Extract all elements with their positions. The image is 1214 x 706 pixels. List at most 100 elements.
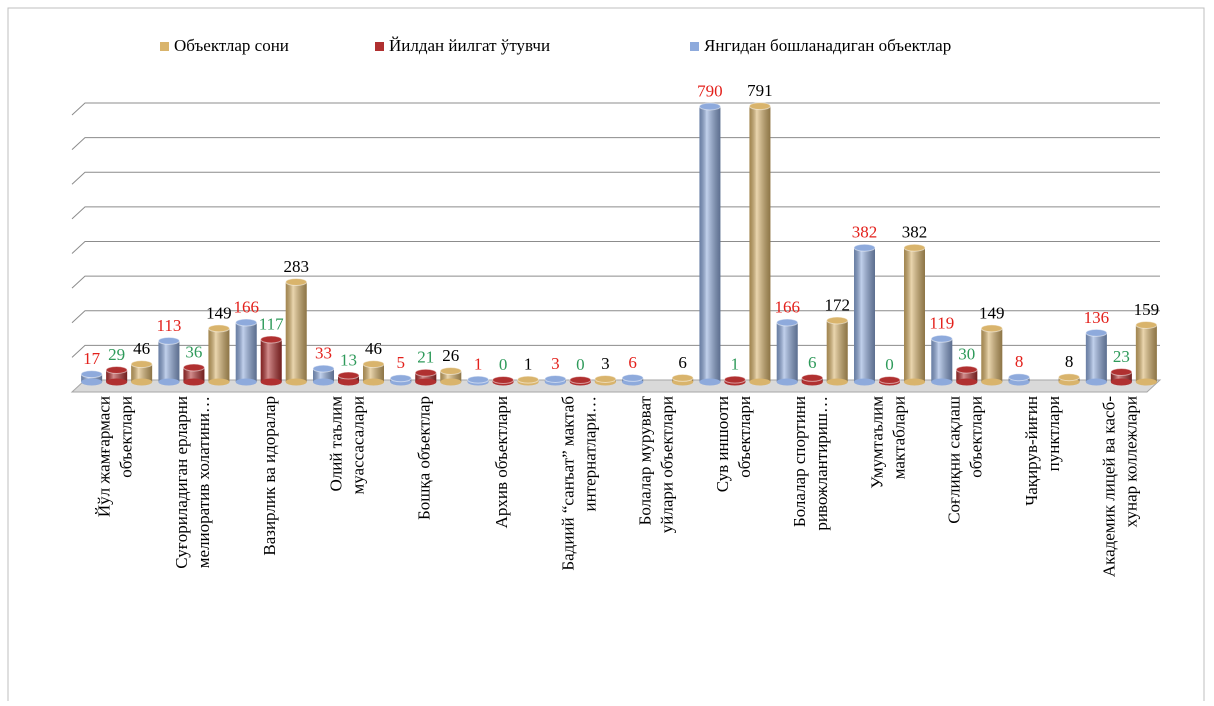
bar-top — [414, 368, 437, 377]
x-tick-label: объектлари — [735, 396, 754, 478]
bar-top — [569, 376, 592, 384]
bar-base — [415, 378, 437, 386]
x-tick-label: Йўл жамғармаси — [95, 396, 114, 517]
bar-top — [260, 335, 283, 344]
value-label: 791 — [747, 81, 773, 100]
bar-top — [467, 375, 490, 384]
bar-top — [492, 376, 515, 384]
bar-shade — [981, 328, 1003, 382]
bar-top — [671, 373, 694, 382]
x-tick-label: Вазирлик ва идоралар — [260, 396, 279, 556]
bar-base — [826, 378, 848, 386]
bar-top — [748, 102, 771, 111]
value-label: 166 — [774, 297, 800, 316]
value-label: 1 — [474, 355, 483, 374]
value-label: 382 — [852, 223, 878, 242]
value-label: 3 — [551, 354, 560, 373]
legend-swatch — [160, 42, 169, 51]
bar-top — [312, 364, 335, 373]
x-tick-label: объектлари — [967, 396, 986, 478]
bar-top — [207, 324, 230, 333]
bar-top — [544, 374, 567, 383]
grid-line — [71, 137, 1160, 150]
bar-top — [1058, 373, 1081, 382]
bar-base — [183, 378, 205, 386]
bar-top — [1135, 320, 1158, 329]
bar-base — [131, 378, 153, 386]
bar-base — [699, 378, 721, 386]
bar-top — [285, 278, 308, 287]
bar-shade — [904, 247, 925, 382]
value-label: 136 — [1084, 308, 1110, 327]
bar-top — [337, 371, 360, 380]
value-label: 382 — [902, 223, 928, 242]
bar-shade — [931, 338, 953, 382]
value-label: 23 — [1113, 347, 1130, 366]
bar-base — [208, 378, 230, 386]
grid-line — [71, 206, 1160, 220]
bar-top — [594, 374, 617, 383]
x-tick-label: Чақирув-йиғин — [1022, 396, 1041, 506]
bar-top — [930, 334, 953, 343]
x-tick-label: Бадиий “санъат” мактаб — [558, 396, 577, 571]
bar-shade — [1135, 324, 1157, 382]
bar-shade — [363, 364, 384, 382]
value-label: 6 — [808, 353, 817, 372]
bar-shade — [183, 367, 205, 382]
grid-line — [71, 171, 1160, 185]
bar-base — [363, 378, 384, 386]
legend-label: Янгидан бошланадиган объектлар — [704, 36, 951, 55]
bar-shade — [208, 328, 230, 382]
value-label: 0 — [499, 355, 508, 374]
bar-shade — [131, 364, 153, 382]
x-tick-label: Болалар спортини — [790, 396, 809, 527]
bar-top — [621, 373, 644, 382]
bar-top — [105, 365, 128, 374]
bar-top — [1110, 368, 1133, 377]
x-tick-label: хунар коллежлари — [1121, 396, 1140, 527]
x-tick-label: Бошқа объектлар — [415, 396, 434, 520]
bar-top — [1085, 328, 1108, 337]
bar-shade — [1085, 332, 1107, 382]
bar-shade — [826, 320, 848, 382]
bar-base — [854, 378, 875, 386]
bar-base — [158, 378, 180, 386]
x-tick-label: Болалар мурувват — [636, 395, 655, 525]
bar-base — [904, 378, 925, 386]
x-tick-label: уйлари объектлари — [658, 396, 677, 533]
bar-shade — [1110, 372, 1132, 382]
value-label: 29 — [108, 345, 125, 364]
value-label: 26 — [442, 346, 459, 365]
bar-shade — [415, 372, 437, 382]
grid-line — [71, 344, 1160, 358]
grid-line — [71, 275, 1160, 289]
x-tick-label: Академик лицей ва касб- — [1099, 396, 1118, 578]
bar-base — [1085, 378, 1107, 386]
value-label: 172 — [824, 295, 850, 314]
bar-top — [980, 324, 1003, 333]
x-tick-label: Соғлиқни сақлаш — [945, 396, 964, 524]
value-label: 0 — [885, 355, 894, 374]
value-label: 166 — [233, 297, 259, 316]
bar-top — [80, 370, 103, 379]
bar-shade — [776, 322, 798, 382]
x-tick-label: мелиоратив холатини… — [194, 396, 213, 568]
bar-top — [182, 363, 205, 372]
bar-shade — [749, 106, 771, 383]
x-tick-label: пунктлари — [1044, 396, 1063, 471]
frame — [7, 7, 1205, 706]
bar-shade — [260, 339, 282, 382]
bar-base — [313, 378, 334, 386]
bar-top — [698, 102, 721, 111]
grid-line — [71, 102, 1160, 116]
grid-line — [71, 241, 1160, 254]
x-tick-label: Архив объектлари — [492, 396, 511, 528]
bar-shade — [235, 322, 257, 382]
bar-base — [285, 378, 307, 386]
x-tick-label: интернатлари… — [580, 396, 599, 512]
value-label: 6 — [628, 353, 637, 372]
bar-top — [801, 373, 824, 382]
bar-base — [106, 378, 128, 386]
bar-top — [723, 375, 746, 384]
